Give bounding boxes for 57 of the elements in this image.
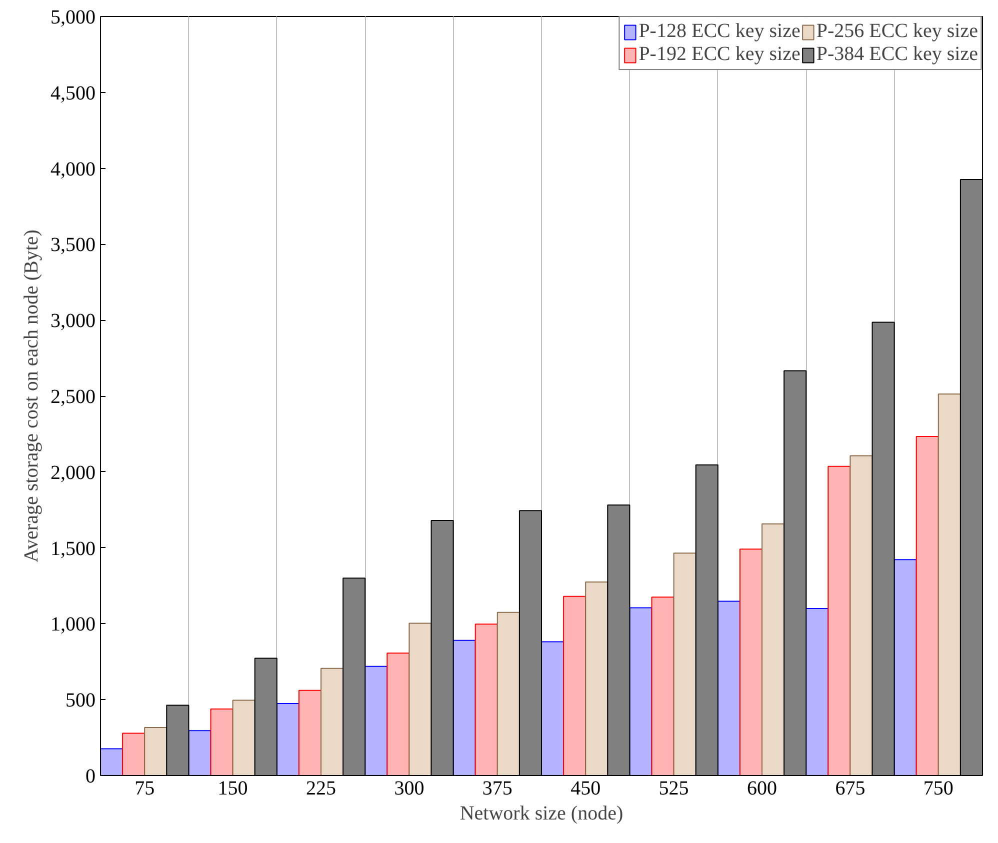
x-axis-title: Network size (node) (460, 802, 624, 824)
y-tick-label: 1,500 (50, 538, 96, 560)
x-tick-label: 375 (482, 778, 512, 800)
y-tick-label: 3,500 (50, 234, 96, 256)
bar (894, 559, 917, 776)
x-tick-label: 600 (747, 778, 777, 800)
x-tick-label: 225 (306, 778, 336, 800)
bar (386, 652, 410, 776)
bar (144, 727, 168, 776)
bar (629, 607, 652, 776)
bar (541, 641, 564, 776)
bar (850, 455, 873, 776)
bar (585, 581, 608, 776)
y-tick-label: 5,000 (50, 6, 96, 28)
bar (496, 612, 520, 776)
bar (408, 622, 432, 776)
bar (916, 436, 939, 776)
bar (828, 466, 851, 776)
bar (122, 732, 146, 776)
y-tick-label: 0 (86, 766, 96, 788)
bar (298, 690, 322, 776)
bar (563, 596, 586, 776)
y-tick-label: 2,000 (50, 462, 96, 484)
bar (100, 748, 124, 776)
x-tick-label: 675 (835, 778, 866, 800)
y-tick-label: 2,500 (50, 386, 96, 408)
bar (232, 700, 256, 776)
x-tick-label: 750 (923, 778, 954, 800)
x-tick-label: 450 (570, 778, 601, 800)
y-tick-label: 4,500 (50, 82, 96, 104)
y-axis-title: Average storage cost on each node (Byte) (20, 230, 42, 562)
bar (210, 708, 234, 776)
y-tick-label: 1,000 (50, 614, 96, 636)
bar (364, 666, 388, 776)
y-tick-label: 500 (66, 690, 96, 712)
bar (276, 703, 300, 776)
x-tick-label: 150 (218, 778, 248, 800)
legend-label: P-384 ECC key size (816, 43, 978, 66)
bar (320, 668, 344, 776)
y-tick-label: 3,000 (50, 310, 96, 332)
bar (717, 600, 740, 776)
bar (673, 552, 696, 776)
bar (806, 608, 829, 776)
bar (474, 624, 498, 776)
x-tick-label: 75 (134, 778, 155, 800)
x-tick-label: 525 (658, 778, 689, 800)
x-tick-label: 300 (394, 778, 424, 800)
bar (938, 394, 961, 776)
legend-label: P-256 ECC key size (816, 20, 978, 43)
legend-label: P-128 ECC key size (638, 20, 800, 43)
bar (739, 548, 762, 776)
bar (452, 640, 476, 776)
bar (188, 730, 212, 776)
bar (651, 596, 674, 776)
y-tick-label: 4,000 (50, 158, 96, 180)
legend-label: P-192 ECC key size (638, 43, 800, 66)
bar (762, 523, 785, 776)
